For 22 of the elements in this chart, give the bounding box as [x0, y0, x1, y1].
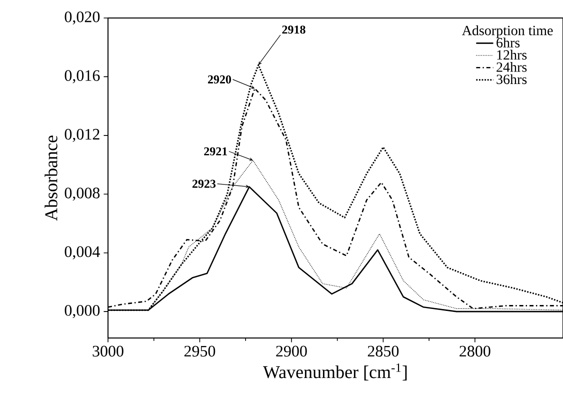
x-tick-label: 2800	[460, 346, 490, 357]
annotation: 2920	[208, 75, 232, 84]
y-axis-title: Absorbance	[44, 136, 58, 221]
y-tick-label: 0,004	[64, 246, 100, 260]
legend-label: 24hrs	[496, 62, 527, 72]
legend-label: 6hrs	[496, 38, 520, 48]
y-tick-label: 0,000	[64, 305, 100, 318]
x-tick-label: 2950	[184, 346, 216, 357]
y-tick-label: 0,020	[64, 11, 100, 25]
annotation: 2923	[192, 180, 216, 188]
annotation: 2921	[204, 147, 228, 156]
y-tick-label: 0,016	[64, 70, 100, 84]
legend-label: 36hrs	[496, 74, 527, 84]
legend-label: 12hrs	[497, 50, 527, 60]
y-tick-label: 0,008	[64, 188, 100, 201]
annotation: 2918	[282, 26, 306, 34]
x-tick-label: 2850	[368, 346, 399, 357]
legend-title: Adsorption time	[462, 25, 553, 38]
x-axis-title: Wavenumber [cm$^{-1}$]	[263, 363, 407, 380]
x-tick-label: 3000	[92, 346, 124, 357]
y-tick-label: 0,012	[64, 128, 100, 142]
x-tick-label: 2900	[276, 346, 307, 357]
